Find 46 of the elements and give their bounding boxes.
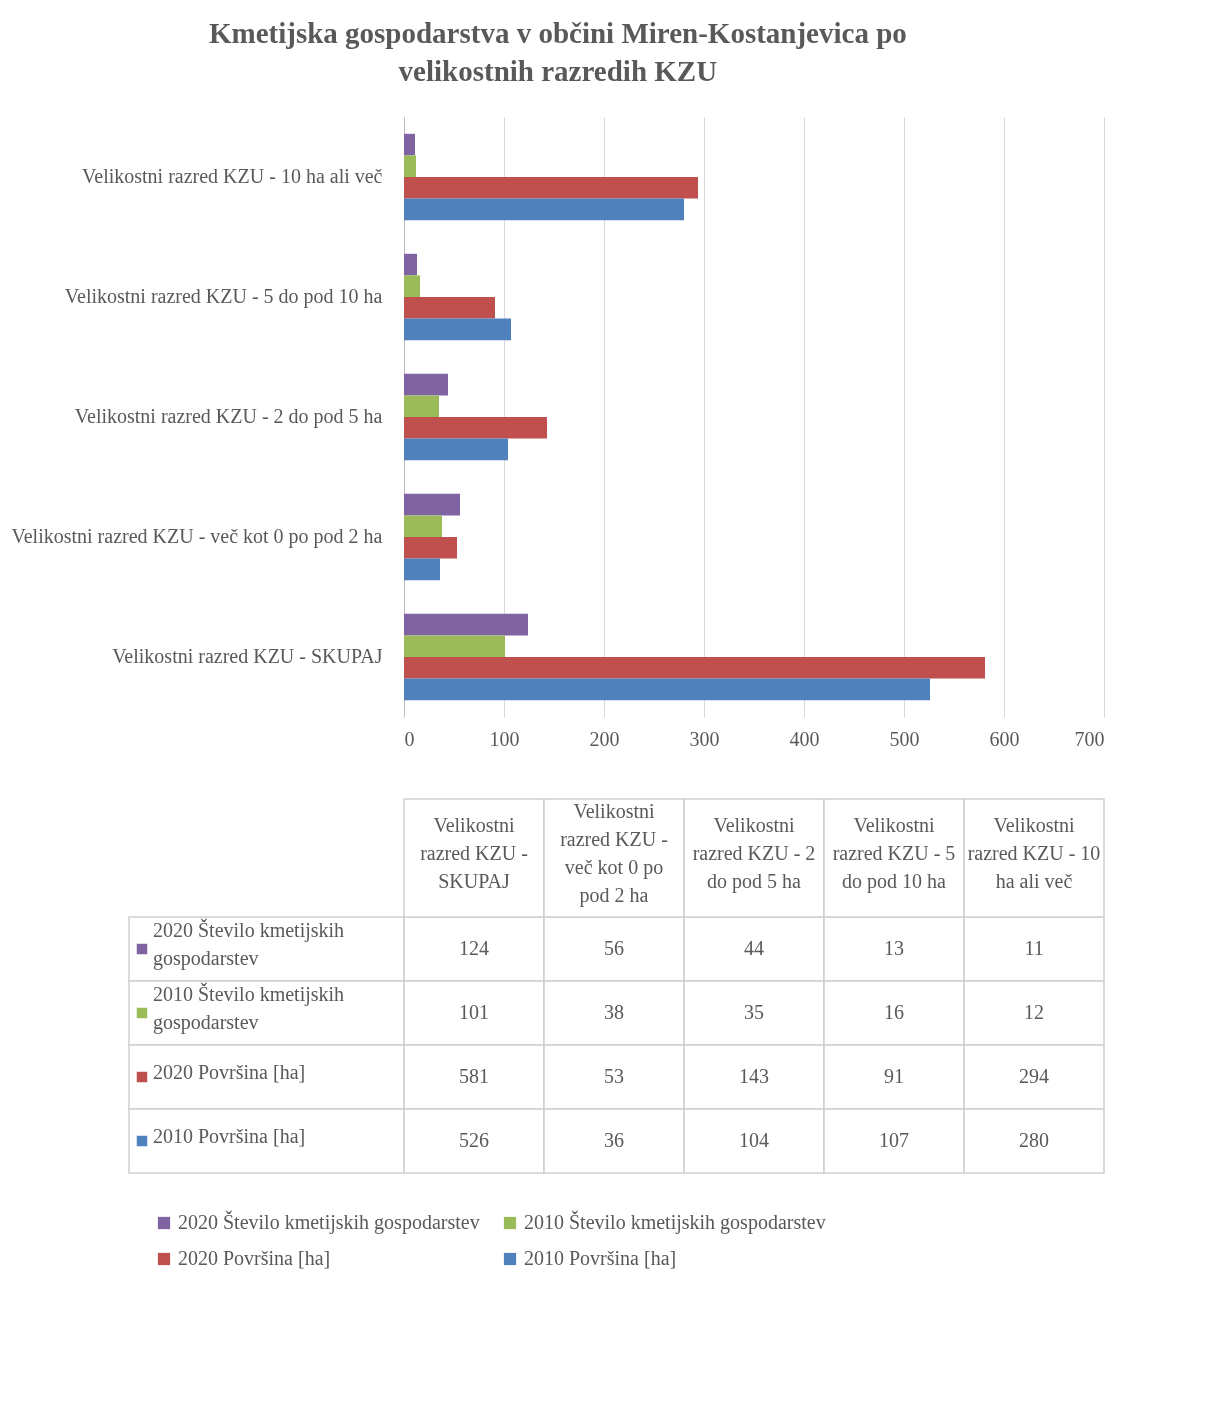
x-tick-label: Velikostni razred KZU - 5 do pod 10 ha [832,814,956,893]
x-tick-label: 400 [789,727,820,750]
x-tick-label: 0 [404,727,415,750]
chart-title: Kmetijska gospodarstva v občini Miren-Kostanjevica po velikostnih razredih KZU [208,17,907,87]
data-label: 581 [459,1065,489,1087]
data-label: 35 [744,1001,764,1023]
x-tick-label: Velikostni razred KZU - 10 ha ali več [967,814,1101,892]
legend-label: 2010 Število kmetijskih gospodarstev [524,1210,826,1234]
y-tick-label: 2010 Število kmetijskih gospodarstev [153,982,345,1034]
x-tick-label: 200 [589,727,620,750]
y-tick-label: Velikostni razred KZU - SKUPAJ [112,645,383,667]
data-label: 294 [1019,1065,1049,1087]
y-tick-label: Velikostni razred KZU - 2 do pod 5 ha [74,405,383,428]
x-tick-label: Velikostni razred KZU - SKUPAJ [420,814,528,892]
data-label: 91 [884,1065,904,1087]
x-tick-label: Velikostni razred KZU - več kot 0 po pod 2 ha [560,800,668,907]
data-label: 143 [739,1065,769,1087]
data-label: 11 [1024,937,1044,959]
data-label: 101 [459,1001,489,1023]
x-tick-label: 100 [489,727,520,750]
x-tick-label: 500 [889,727,920,750]
legend-label: 2010 Površina [ha] [524,1247,677,1269]
data-label: 16 [884,1001,904,1023]
data-label: 36 [604,1129,624,1151]
data-label: 56 [604,937,624,959]
data-label: 12 [1024,1001,1044,1023]
x-tick-label: 300 [689,727,720,750]
data-label: 13 [884,937,904,959]
y-tick-label: 2010 Površina [ha] [153,1125,306,1147]
data-label: 107 [879,1129,909,1151]
y-tick-label: 2020 Število kmetijskih gospodarstev [153,918,345,970]
legend-label: 2020 Število kmetijskih gospodarstev [178,1210,480,1234]
data-label: 124 [459,937,489,959]
y-tick-label: Velikostni razred KZU - 10 ha ali več [82,165,383,187]
y-tick-label: Velikostni razred KZU - več kot 0 po pod 2 ha [11,525,383,548]
x-tick-label: 700 [1074,727,1105,750]
y-tick-label: 2020 Površina [ha] [153,1061,306,1083]
data-label: 53 [604,1065,624,1087]
x-tick-label: 600 [989,727,1020,750]
data-label: 526 [459,1129,489,1151]
data-label: 44 [744,937,764,959]
x-tick-label: Velikostni razred KZU - 2 do pod 5 ha [692,814,816,893]
y-tick-label: Velikostni razred KZU - 5 do pod 10 ha [64,285,383,308]
data-label: 38 [604,1001,624,1023]
data-label: 104 [739,1129,769,1151]
data-label: 280 [1019,1129,1049,1151]
